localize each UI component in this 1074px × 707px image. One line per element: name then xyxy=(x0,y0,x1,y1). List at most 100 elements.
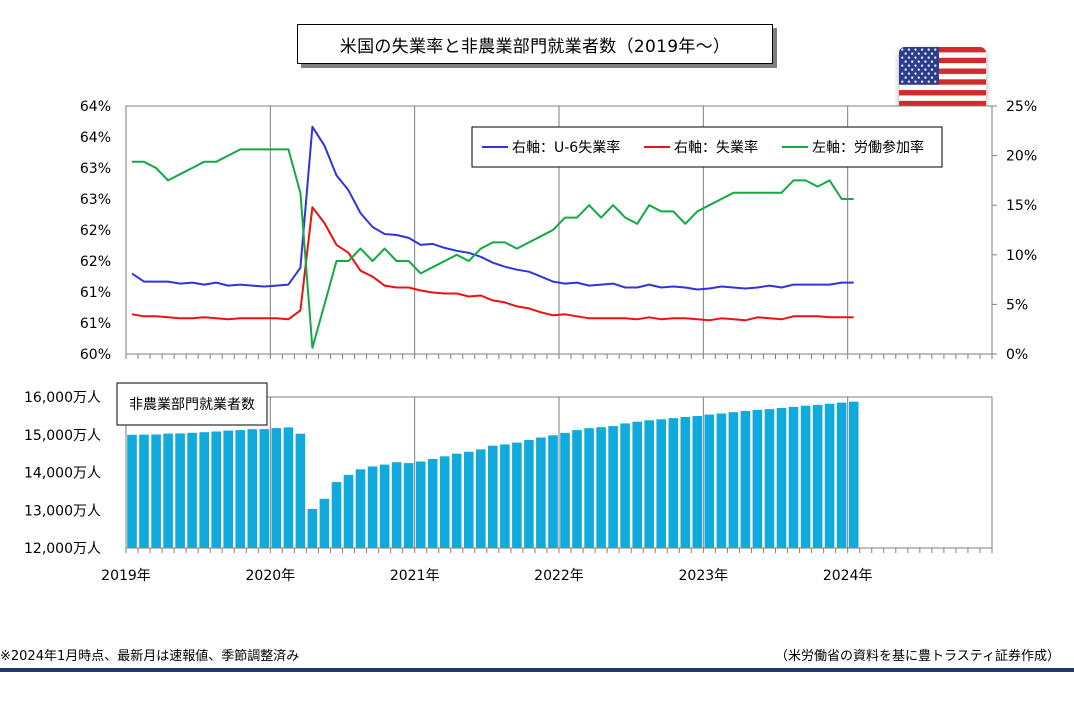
x-axis-year-label: 2024年 xyxy=(823,568,873,584)
flag-stripe xyxy=(899,100,986,107)
bar-axis-tick-label: 13,000万人 xyxy=(24,503,101,519)
flag-star xyxy=(911,52,914,55)
flag-star xyxy=(901,56,904,59)
employment-bar xyxy=(680,417,691,548)
legend-label-u6: 右軸：U-6失業率 xyxy=(512,139,620,156)
flag-star xyxy=(904,76,907,79)
employment-bar xyxy=(151,434,161,548)
employment-bar xyxy=(247,429,258,548)
left-axis-tick-label: 60% xyxy=(80,347,111,363)
employment-bar xyxy=(283,427,294,548)
employment-bar xyxy=(620,423,630,548)
employment-bar xyxy=(656,419,666,548)
flag-star xyxy=(901,48,904,51)
flag-star xyxy=(917,76,920,79)
flag-star xyxy=(914,72,917,75)
left-axis-tick-label: 63% xyxy=(80,192,111,208)
source-note: （米労働省の資料を基に豊トラスティ証券作成） xyxy=(775,649,1060,664)
x-axis-year-label: 2022年 xyxy=(534,568,584,584)
employment-bar xyxy=(560,432,570,548)
employment-bar xyxy=(476,449,486,548)
flag-star xyxy=(927,48,930,51)
employment-bar xyxy=(331,482,342,548)
flag-star xyxy=(911,76,914,79)
left-axis-tick-label: 64% xyxy=(80,130,111,146)
flag-star xyxy=(907,80,910,83)
flag-star xyxy=(914,80,917,83)
flag-star xyxy=(934,56,937,59)
flag-star xyxy=(934,48,937,51)
bottom-rule xyxy=(0,668,1074,672)
flag-star xyxy=(924,60,927,63)
legend-label-participation: 左軸：労働参加率 xyxy=(812,139,924,156)
flag-star xyxy=(921,64,924,67)
flag-star xyxy=(914,64,917,67)
flag-star xyxy=(907,72,910,75)
bar-axis-tick-label: 15,000万人 xyxy=(24,428,101,444)
flag-stripe xyxy=(899,52,986,59)
flag-stripe xyxy=(899,47,986,53)
flag-star xyxy=(917,60,920,63)
x-axis-year-label: 2019年 xyxy=(101,568,151,584)
employment-bar xyxy=(728,412,739,548)
flag-star xyxy=(930,68,934,71)
flag-star xyxy=(901,72,904,75)
flag-star xyxy=(911,60,914,63)
right-axis-tick-label: 0% xyxy=(1006,347,1028,363)
flag-stripe xyxy=(899,84,986,91)
legend-label-unemployment: 右軸：失業率 xyxy=(674,139,758,156)
bar-chart-title: 非農業部門就業者数 xyxy=(129,397,255,413)
employment-bar xyxy=(596,427,606,548)
employment-bar xyxy=(235,430,245,548)
right-axis-tick-label: 20% xyxy=(1006,149,1037,165)
employment-bar xyxy=(608,426,618,548)
employment-bar xyxy=(668,418,679,548)
employment-bar xyxy=(391,462,402,548)
flag-star xyxy=(924,76,927,79)
employment-bar xyxy=(824,403,835,548)
employment-bar xyxy=(836,402,847,548)
employment-bar xyxy=(524,440,534,548)
employment-bar xyxy=(500,444,510,548)
employment-bar xyxy=(379,464,390,548)
employment-bar xyxy=(464,451,474,548)
employment-bar xyxy=(427,459,438,548)
employment-bar xyxy=(740,411,751,548)
flag-star xyxy=(934,80,937,83)
employment-bar xyxy=(536,437,546,548)
employment-bar xyxy=(127,434,137,549)
employment-bar xyxy=(848,401,859,548)
employment-bar xyxy=(367,466,378,548)
flag-star xyxy=(901,80,904,83)
employment-bar xyxy=(716,413,727,548)
employment-bar xyxy=(223,430,233,548)
employment-bar xyxy=(163,433,173,548)
flag-star xyxy=(927,64,930,67)
employment-bar xyxy=(403,463,414,548)
left-axis-tick-label: 62% xyxy=(80,223,111,239)
footnote: ※2024年1月時点、最新月は速報値、季節調整済み xyxy=(0,649,300,664)
flag-stripe xyxy=(899,90,986,96)
flag-star xyxy=(907,64,910,67)
x-axis-year-label: 2020年 xyxy=(246,568,296,584)
employment-bar xyxy=(704,414,715,548)
right-axis-tick-label: 10% xyxy=(1006,248,1037,264)
chart-canvas: 60% 61% 61% 62% 62% 63% 63% 64% 64% 0% 5% 10% 15% 20… xyxy=(24,99,1037,584)
flag-star xyxy=(921,56,924,59)
flag-star xyxy=(911,68,914,71)
flag-star xyxy=(930,60,934,63)
legend: 右軸：U-6失業率 右軸：失業率 左軸：労働参加率 xyxy=(471,126,943,168)
employment-bar xyxy=(488,445,498,548)
bar-chart-title-box xyxy=(116,382,268,426)
right-axis-tick-label: 5% xyxy=(1006,297,1028,313)
flag-star xyxy=(907,48,910,51)
left-axis-tick-label: 63% xyxy=(80,161,111,177)
employment-bar xyxy=(439,456,450,548)
flag-stripe xyxy=(899,95,986,102)
flag-star xyxy=(904,68,907,71)
flag-star xyxy=(921,80,924,83)
employment-bar xyxy=(812,404,823,548)
x-axis-year-label: 2021年 xyxy=(390,568,440,584)
employment-bar xyxy=(800,405,811,548)
employment-bar xyxy=(788,406,799,548)
